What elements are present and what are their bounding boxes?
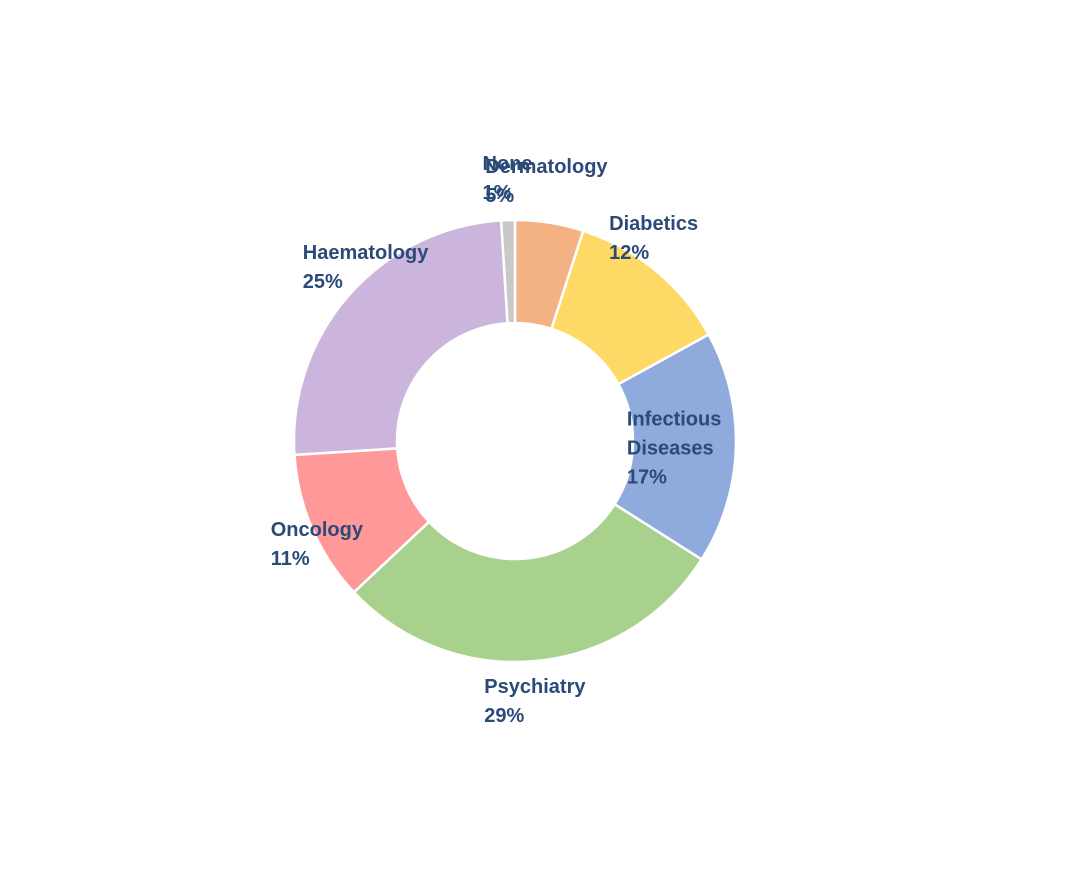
- category-label: Psychiatry: [484, 675, 586, 698]
- slice-label: Infectious Diseases 17%: [627, 406, 777, 493]
- donut-slice: [499, 218, 517, 325]
- slice-label: Dermatology 5%: [485, 153, 607, 211]
- donut-slice: [612, 332, 738, 562]
- slice-label: Psychiatry 29%: [484, 673, 585, 731]
- category-label: Oncology: [270, 519, 363, 542]
- value-label: 17%: [626, 466, 667, 489]
- slice-label: None 1%: [483, 150, 533, 208]
- value-label: 12%: [609, 242, 650, 265]
- category-label: None: [482, 153, 533, 176]
- category-label: Dermatology: [485, 156, 608, 179]
- value-label: 29%: [484, 704, 525, 727]
- slice-label: Oncology 11%: [271, 516, 363, 574]
- value-label: 5%: [485, 185, 515, 208]
- category-label: Infectious Diseases: [626, 408, 722, 460]
- slice-label: Haematology 25%: [303, 239, 429, 297]
- value-label: 1%: [482, 182, 512, 205]
- value-label: 11%: [270, 548, 310, 571]
- slice-label: Diabetics 12%: [609, 210, 698, 268]
- donut-slice: [292, 219, 509, 457]
- category-label: Haematology: [302, 241, 429, 264]
- value-label: 25%: [302, 270, 343, 293]
- category-label: Diabetics: [609, 213, 699, 236]
- donut-slice: [352, 502, 704, 664]
